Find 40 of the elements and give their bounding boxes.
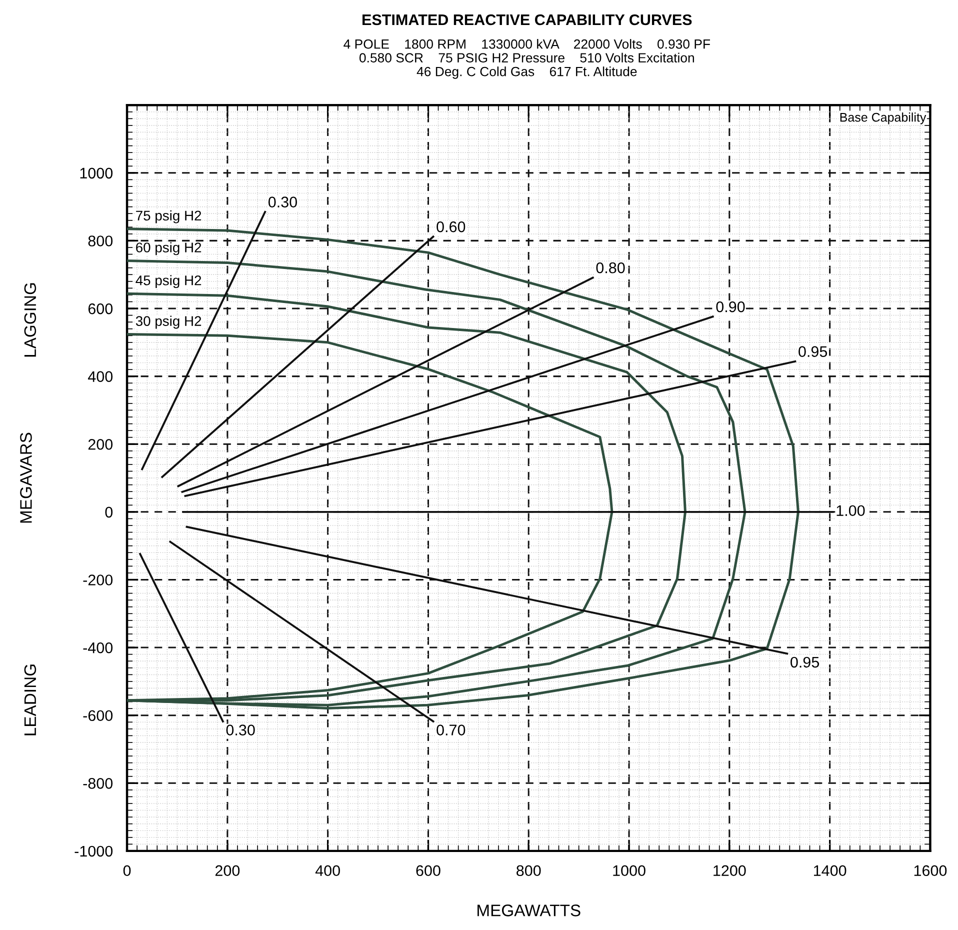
series-label: 0.30 [268, 196, 297, 208]
y-tick-label: -200 [83, 574, 113, 586]
y-tick-label: -800 [83, 778, 113, 789]
series-label: 0.30 [226, 724, 255, 736]
chart-title: ESTIMATED REACTIVE CAPABILITY CURVES [362, 14, 692, 26]
series-label: 0.95 [790, 656, 820, 668]
annotation: Base Capability [840, 112, 926, 124]
series-label: 0.70 [436, 724, 466, 736]
series-label: 0.60 [436, 221, 466, 232]
x-tick-label: 1000 [613, 865, 646, 876]
y-tick-label: -600 [83, 710, 113, 722]
series-label: 1.00 [836, 505, 865, 516]
series-label: 60 psig H2 [136, 242, 202, 256]
y-tick-label: -1000 [74, 846, 113, 857]
series-label: 0.90 [716, 301, 745, 312]
y-tick-label: 600 [88, 303, 113, 314]
x-tick-label: 800 [516, 865, 541, 876]
x-tick-label: 1200 [714, 865, 746, 876]
series-label: 0.95 [798, 346, 828, 357]
y-tick-label: -400 [83, 642, 113, 654]
y-tick-label: 400 [88, 371, 113, 382]
series-label: 45 psig H2 [136, 275, 202, 288]
series-label: 30 psig H2 [136, 316, 202, 329]
text: LAGGING [24, 283, 36, 357]
chart-subtitle: 4 POLE 1800 RPM 1330000 kVA 22000 Volts 0.930 PF 0.580 SCR 75 PSIG H2 Pressure 510 Volts Excitation 46 Deg. C Cold Gas 617 Ft. Altitude [344, 39, 710, 79]
x-tick-label: 1600 [914, 865, 947, 876]
x-tick-label: 1400 [814, 865, 846, 876]
series-label: 75 psig H2 [136, 210, 202, 224]
x-tick-label: 400 [315, 865, 340, 876]
y-tick-label: 200 [88, 438, 113, 450]
y-tick-label: 1000 [80, 168, 113, 179]
text: LEADING [24, 664, 36, 736]
y-tick-label: 800 [88, 236, 113, 246]
y-tick-label: 0 [105, 506, 113, 518]
x-tick-label: 200 [215, 865, 240, 876]
y-axis-title: MEGAVARS [20, 432, 32, 523]
series-label: 0.80 [596, 262, 625, 274]
x-tick-label: 600 [416, 865, 440, 876]
x-axis-title: MEGAWATTS [478, 904, 580, 916]
x-tick-label: 0 [123, 865, 131, 876]
